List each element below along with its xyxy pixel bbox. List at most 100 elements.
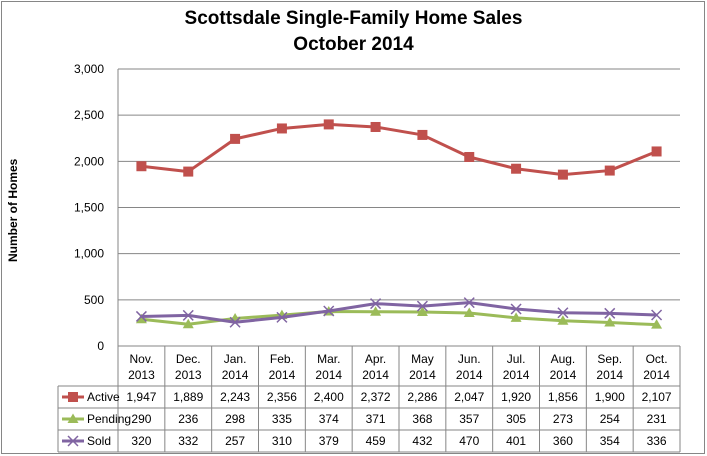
data-point-sold xyxy=(182,309,194,321)
data-point-pending xyxy=(463,307,475,318)
x-tick-label-year: 2013 xyxy=(175,368,202,382)
x-tick-label-month: May xyxy=(411,352,434,366)
data-point-sold xyxy=(323,305,335,317)
data-point-pending xyxy=(651,319,663,329)
data-point-pending xyxy=(370,306,382,316)
data-point-pending xyxy=(182,318,194,329)
data-label-sold: 257 xyxy=(225,434,245,448)
data-label-sold: 336 xyxy=(647,434,667,448)
data-label-sold: 401 xyxy=(506,434,526,448)
x-tick-label-year: 2014 xyxy=(456,368,483,382)
data-point-sold xyxy=(416,300,428,312)
chart-subtitle: October 2014 xyxy=(293,34,414,55)
chart-title: Scottsdale Single-Family Home Sales xyxy=(184,8,523,29)
data-label-sold: 379 xyxy=(319,434,339,448)
data-label-active: 2,372 xyxy=(361,390,391,404)
data-point-sold xyxy=(463,297,475,309)
data-label-sold: 320 xyxy=(131,434,151,448)
x-tick-label-year: 2014 xyxy=(503,368,530,382)
data-label-pending: 335 xyxy=(272,412,292,426)
data-label-sold: 432 xyxy=(412,434,432,448)
data-label-pending: 368 xyxy=(412,412,432,426)
data-label-active: 1,947 xyxy=(126,390,156,404)
x-tick-label-month: Jul. xyxy=(507,352,526,366)
data-point-pending xyxy=(557,315,569,325)
data-point-active xyxy=(604,165,615,176)
data-label-sold: 470 xyxy=(459,434,479,448)
data-point-sold xyxy=(370,298,382,310)
data-point-pending xyxy=(604,317,616,327)
data-point-active xyxy=(557,169,568,180)
y-tick-label: 3,000 xyxy=(74,62,104,76)
legend-label-pending: Pending xyxy=(87,412,131,426)
data-point-active xyxy=(511,163,522,174)
y-tick-label: 1,500 xyxy=(74,201,104,215)
data-label-pending: 231 xyxy=(647,412,667,426)
data-label-pending: 273 xyxy=(553,412,573,426)
x-tick-label-year: 2014 xyxy=(409,368,436,382)
y-tick-label: 1,000 xyxy=(74,247,104,261)
x-tick-label-year: 2014 xyxy=(222,368,249,382)
data-label-pending: 357 xyxy=(459,412,479,426)
data-point-sold xyxy=(651,309,663,321)
data-point-active xyxy=(323,119,334,130)
data-label-active: 2,047 xyxy=(454,390,484,404)
data-point-pending xyxy=(510,312,522,322)
data-label-active: 2,356 xyxy=(267,390,297,404)
x-tick-label-month: Dec. xyxy=(176,352,201,366)
x-tick-label-month: Jun. xyxy=(458,352,481,366)
data-label-active: 2,286 xyxy=(407,390,437,404)
data-point-active xyxy=(651,146,662,157)
x-tick-label-month: Mar. xyxy=(317,352,340,366)
x-tick-label-year: 2014 xyxy=(550,368,577,382)
data-label-active: 2,107 xyxy=(642,390,672,404)
x-tick-label-year: 2014 xyxy=(269,368,296,382)
x-tick-label-year: 2014 xyxy=(315,368,342,382)
y-tick-label: 2,500 xyxy=(74,108,104,122)
data-label-active: 2,400 xyxy=(314,390,344,404)
data-label-pending: 374 xyxy=(319,412,339,426)
data-label-sold: 332 xyxy=(178,434,198,448)
legend-label-active: Active xyxy=(87,390,120,404)
x-tick-label-year: 2014 xyxy=(596,368,623,382)
series-line-pending xyxy=(141,309,657,327)
x-tick-label-year: 2014 xyxy=(643,368,670,382)
data-point-sold xyxy=(135,310,147,322)
data-label-pending: 290 xyxy=(131,412,151,426)
data-label-active: 1,900 xyxy=(595,390,625,404)
data-point-sold xyxy=(557,307,569,319)
data-point-active xyxy=(417,129,428,140)
data-label-active: 2,243 xyxy=(220,390,250,404)
data-label-pending: 305 xyxy=(506,412,526,426)
y-tick-label: 2,000 xyxy=(74,154,104,168)
legend-key-marker-active xyxy=(68,392,78,402)
data-point-active xyxy=(230,133,241,144)
data-point-pending xyxy=(416,306,428,317)
data-label-pending: 371 xyxy=(366,412,386,426)
data-label-active: 1,920 xyxy=(501,390,531,404)
y-tick-label: 0 xyxy=(97,339,104,353)
legend-key-marker-pending xyxy=(67,413,79,423)
data-point-active xyxy=(136,161,147,172)
series-line-active xyxy=(141,122,658,177)
x-tick-label-year: 2013 xyxy=(128,368,155,382)
x-tick-label-month: Feb. xyxy=(270,352,294,366)
data-label-sold: 354 xyxy=(600,434,620,448)
data-label-sold: 459 xyxy=(366,434,386,448)
data-point-active xyxy=(183,166,194,177)
data-point-sold xyxy=(604,307,616,319)
data-point-pending xyxy=(135,313,147,324)
data-label-pending: 236 xyxy=(178,412,198,426)
x-tick-label-month: Sep. xyxy=(597,352,622,366)
data-label-active: 1,856 xyxy=(548,390,578,404)
data-label-sold: 310 xyxy=(272,434,292,448)
x-tick-label-month: Aug. xyxy=(551,352,576,366)
data-point-sold xyxy=(510,303,522,315)
data-label-active: 1,889 xyxy=(173,390,203,404)
x-tick-label-month: Jan. xyxy=(224,352,247,366)
data-point-active xyxy=(370,121,381,132)
x-tick-label-year: 2014 xyxy=(362,368,389,382)
data-label-pending: 254 xyxy=(600,412,620,426)
data-point-active xyxy=(464,151,475,162)
x-tick-label-month: Nov. xyxy=(130,352,154,366)
